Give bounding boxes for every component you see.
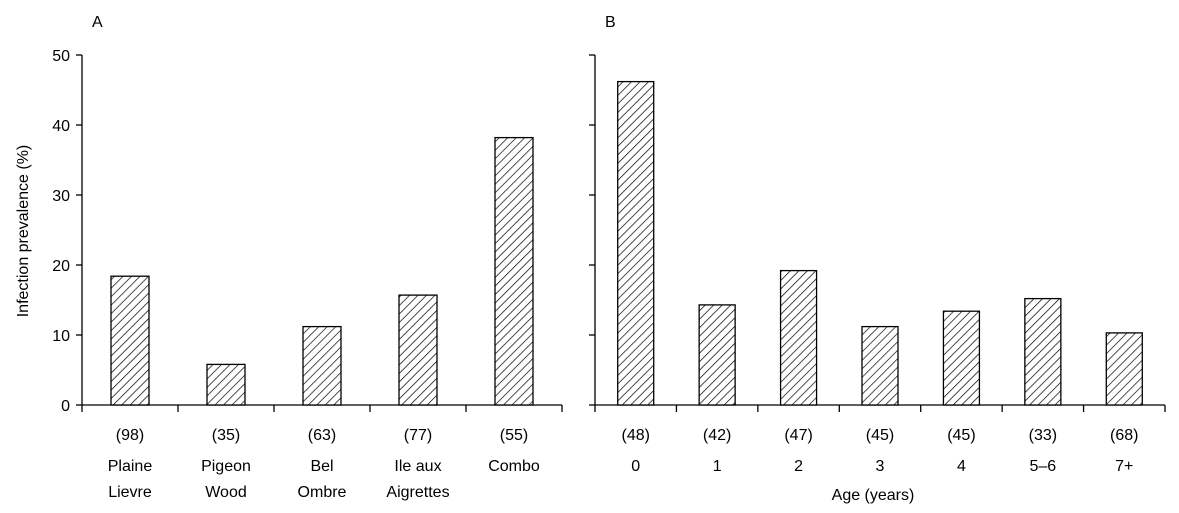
sample-size-label: (33): [1029, 427, 1057, 444]
bar: [494, 136, 534, 406]
bar: [302, 325, 342, 406]
y-tick-label: 50: [52, 48, 70, 65]
category-label: Aigrettes: [386, 484, 449, 501]
category-label: 2: [794, 458, 803, 475]
category-label: Pigeon: [201, 458, 251, 475]
panel-a-category-labels: (98) Plaine Lievre (35) Pigeon Wood (63) Bel Omb…: [108, 427, 540, 501]
panel-b-bars: [617, 80, 1143, 406]
category-label: 3: [876, 458, 885, 475]
category-label: 4: [957, 458, 966, 475]
bar: [398, 294, 438, 406]
category-label: Bel: [310, 458, 333, 475]
bar: [861, 325, 899, 406]
panel-a-axes: 0 10 20 30 40 50: [52, 48, 563, 415]
x-axis-label: Age (years): [832, 487, 915, 504]
category-label: Lievre: [108, 484, 152, 501]
y-tick-label: 30: [52, 188, 70, 205]
category-label: Plaine: [108, 458, 153, 475]
y-tick-label: 0: [61, 398, 70, 415]
category-label: Combo: [488, 458, 540, 475]
y-tick-label: 20: [52, 258, 70, 275]
sample-size-label: (63): [308, 427, 336, 444]
bar: [698, 304, 736, 406]
bar: [779, 269, 818, 406]
bar: [206, 363, 246, 406]
sample-size-label: (55): [500, 427, 528, 444]
sample-size-label: (45): [947, 427, 975, 444]
panel-b-category-labels: (48) 0 (42) 1 (47) 2 (45) 3 (45) 4 (33) 5–6 (68) 7+: [621, 427, 1138, 475]
category-label: 7+: [1115, 458, 1133, 475]
bar: [110, 275, 150, 406]
bar: [617, 80, 655, 406]
category-label: 5–6: [1030, 458, 1057, 475]
sample-size-label: (68): [1110, 427, 1138, 444]
panel-b: B Age (years) (48)0(42)1(47)2(45)3(45)4(…: [589, 14, 1166, 504]
bar: [1024, 297, 1062, 406]
sample-size-label: (35): [212, 427, 240, 444]
y-tick-label: 40: [52, 118, 70, 135]
panel-b-label: B: [605, 14, 616, 31]
sample-size-label: (77): [404, 427, 432, 444]
bar: [942, 310, 981, 406]
panel-a-label: A: [92, 14, 103, 31]
sample-size-label: (48): [621, 427, 649, 444]
category-label: Ombre: [298, 484, 347, 501]
panel-a: A Infection prevalence (%) 0 10 20 30 40 50 (…: [15, 14, 563, 501]
y-tick-label: 10: [52, 328, 70, 345]
sample-size-label: (47): [784, 427, 812, 444]
category-label: Wood: [205, 484, 247, 501]
category-label: 1: [713, 458, 722, 475]
sample-size-label: (42): [703, 427, 731, 444]
y-axis-label: Infection prevalence (%): [15, 145, 32, 318]
bar: [1105, 332, 1143, 406]
panel-a-bars: [110, 136, 534, 406]
category-label: Ile aux: [394, 458, 441, 475]
category-label: 0: [631, 458, 640, 475]
sample-size-label: (98): [116, 427, 144, 444]
sample-size-label: (45): [866, 427, 894, 444]
